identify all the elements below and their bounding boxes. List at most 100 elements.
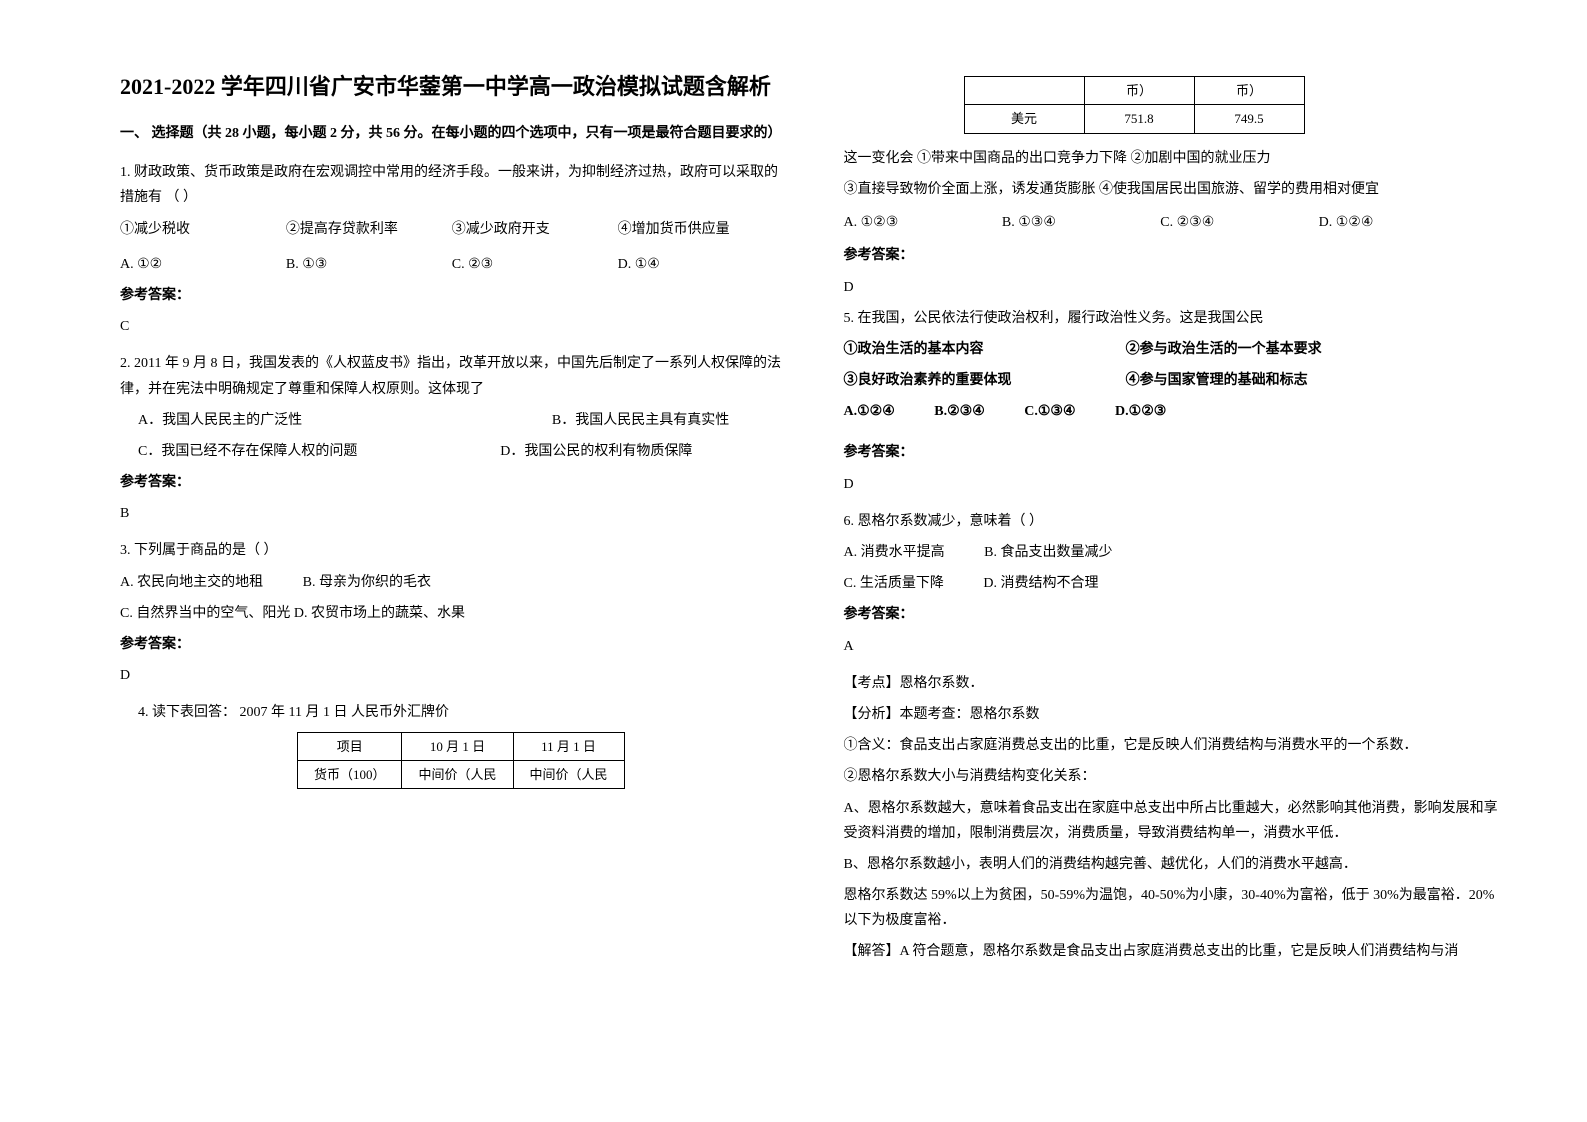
left-column: 2021-2022 学年四川省广安市华蓥第一中学高一政治模拟试题含解析 一、 选… [100,70,814,1082]
q5-stem: 5. 在我国，公民依法行使政治权利，履行政治性义务。这是我国公民 [844,306,1508,331]
q6-stem: 6. 恩格尔系数减少，意味着（ ） [844,509,1508,534]
td-bi1: 币） [1084,77,1194,105]
q3-stem: 3. 下列属于商品的是（ ） [120,538,784,563]
q2-opt-a: A．我国人民民主的广泛性 [138,408,512,433]
document-title: 2021-2022 学年四川省广安市华蓥第一中学高一政治模拟试题含解析 [120,70,784,103]
q4-opt-d: D. ①②④ [1319,210,1477,235]
question-3: 3. 下列属于商品的是（ ） A. 农民向地主交的地租 B. 母亲为你织的毛衣 … [120,538,784,688]
q1-item-3: ③减少政府开支 [452,217,618,242]
q6-opt-d: D. 消费结构不合理 [983,576,1098,591]
q2-row1: A．我国人民民主的广泛性 B．我国人民民主具有真实性 [138,408,784,433]
q5-item-1: ①政治生活的基本内容 [844,337,1123,362]
q5-items-row2: ③良好政治素养的重要体现 ④参与国家管理的基础和标志 [844,368,1508,393]
q5-options: A.①②④ B.②③④ C.①③④ D.①②③ [844,399,1508,424]
q5-answer: D [844,472,1508,497]
q1-opt-d: D. ①④ [618,252,784,277]
table-header-row: 项目 10 月 1 日 11 月 1 日 [297,732,624,760]
q4-table-left: 项目 10 月 1 日 11 月 1 日 货币（100） 中间价（人民 中间价（… [297,732,625,790]
q4-opt-c: C. ②③④ [1160,210,1318,235]
question-1: 1. 财政政策、货币政策是政府在宏观调控中常用的经济手段。一般来讲，为抑制经济过… [120,160,784,339]
q1-opt-b: B. ①③ [286,252,452,277]
td-val1: 751.8 [1084,105,1194,133]
td-currency: 货币（100） [297,760,402,788]
q1-opt-a: A. ①② [120,252,286,277]
q5-opt-c: C.①③④ [1024,404,1075,419]
q3-row2: C. 自然界当中的空气、阳光 D. 农贸市场上的蔬菜、水果 [120,601,784,626]
q3-opt-c: C. 自然界当中的空气、阳光 [120,606,290,621]
th-project: 项目 [297,732,402,760]
q4-after2: ③直接导致物价全面上涨，诱发通货膨胀 ④使我国居民出国旅游、留学的费用相对便宜 [844,177,1508,202]
q6-ana-5: B、恩格尔系数越小，表明人们的消费结构越完善、越优化，人们的消费水平越高． [844,852,1508,877]
q4-table-right: 币） 币） 美元 751.8 749.5 [964,76,1305,134]
q4-answer: D [844,275,1508,300]
q5-opt-b: B.②③④ [934,404,985,419]
q6-row2: C. 生活质量下降 D. 消费结构不合理 [844,571,1508,596]
td-mid-oct: 中间价（人民 [402,760,513,788]
q5-item-2: ②参与政治生活的一个基本要求 [1126,342,1322,357]
q6-ana-2: ①含义：食品支出占家庭消费总支出的比重，它是反映人们消费结构与消费水平的一个系数… [844,733,1508,758]
q2-answer-label: 参考答案： [120,470,784,495]
question-2: 2. 2011 年 9 月 8 日，我国发表的《人权蓝皮书》指出，改革开放以来，… [120,351,784,526]
q3-opt-a: A. 农民向地主交的地租 [120,575,263,590]
q2-options-wrap: A．我国人民民主的广泛性 B．我国人民民主具有真实性 C．我国已经不存在保障人权… [120,408,784,464]
table-row: 货币（100） 中间价（人民 中间价（人民 [297,760,624,788]
q4-after1: 这一变化会 ①带来中国商品的出口竞争力下降 ②加剧中国的就业压力 [844,146,1508,171]
q6-ana-1: 【分析】本题考查：恩格尔系数 [844,702,1508,727]
q2-row2: C．我国已经不存在保障人权的问题 D．我国公民的权利有物质保障 [138,439,784,464]
td-blank [964,77,1084,105]
q5-answer-label: 参考答案： [844,440,1508,465]
q6-ana-7: 【解答】A 符合题意，恩格尔系数是食品支出占家庭消费总支出的比重，它是反映人们消… [844,939,1508,964]
q4-opt-a: A. ①②③ [844,210,1002,235]
th-oct: 10 月 1 日 [402,732,513,760]
q2-answer: B [120,501,784,526]
q3-opt-d: D. 农贸市场上的蔬菜、水果 [294,606,465,621]
td-bi2: 币） [1194,77,1304,105]
q2-stem: 2. 2011 年 9 月 8 日，我国发表的《人权蓝皮书》指出，改革开放以来，… [120,351,784,401]
q1-item-1: ①减少税收 [120,217,286,242]
q4-opt-b: B. ①③④ [1002,210,1160,235]
q1-answer-label: 参考答案： [120,283,784,308]
th-nov: 11 月 1 日 [513,732,624,760]
question-4-top: 4. 读下表回答： 2007 年 11 月 1 日 人民币外汇牌价 项目 10 … [120,700,784,789]
q1-item-4: ④增加货币供应量 [618,217,784,242]
q6-ana-6: 恩格尔系数达 59%以上为贫困，50‐59%为温饱，40‐50%为小康，30‐4… [844,883,1508,933]
q5-item-4: ④参与国家管理的基础和标志 [1126,373,1308,388]
table-row: 币） 币） [964,77,1304,105]
q4-stem: 4. 读下表回答： 2007 年 11 月 1 日 人民币外汇牌价 [138,700,784,725]
q6-answer-label: 参考答案： [844,602,1508,627]
q2-opt-d: D．我国公民的权利有物质保障 [500,444,692,459]
q6-row1: A. 消费水平提高 B. 食品支出数量减少 [844,540,1508,565]
q1-answer: C [120,314,784,339]
q5-items-row1: ①政治生活的基本内容 ②参与政治生活的一个基本要求 [844,337,1508,362]
right-column: 币） 币） 美元 751.8 749.5 这一变化会 ①带来中国商品的出口竞争力… [814,70,1528,1082]
q4-options: A. ①②③ B. ①③④ C. ②③④ D. ①②④ [844,210,1508,235]
q3-opt-b: B. 母亲为你织的毛衣 [303,575,431,590]
q6-ana-3: ②恩格尔系数大小与消费结构变化关系： [844,764,1508,789]
q1-stem: 1. 财政政策、货币政策是政府在宏观调控中常用的经济手段。一般来讲，为抑制经济过… [120,160,784,210]
q6-answer: A [844,634,1508,659]
q1-item-2: ②提高存贷款利率 [286,217,452,242]
td-mid-nov: 中间价（人民 [513,760,624,788]
q3-answer: D [120,663,784,688]
td-usd: 美元 [964,105,1084,133]
q6-opt-b: B. 食品支出数量减少 [984,545,1112,560]
q5-opt-d: D.①②③ [1115,404,1166,419]
q3-row1: A. 农民向地主交的地租 B. 母亲为你织的毛衣 [120,570,784,595]
section-header: 一、 选择题（共 28 小题，每小题 2 分，共 56 分。在每小题的四个选项中… [120,121,784,146]
q2-opt-b: B．我国人民民主具有真实性 [552,413,729,428]
q6-opt-a: A. 消费水平提高 [844,545,945,560]
q1-options: A. ①② B. ①③ C. ②③ D. ①④ [120,252,784,277]
q5-item-3: ③良好政治素养的重要体现 [844,368,1123,393]
table-row: 美元 751.8 749.5 [964,105,1304,133]
q6-opt-c: C. 生活质量下降 [844,576,944,591]
question-5: 5. 在我国，公民依法行使政治权利，履行政治性义务。这是我国公民 ①政治生活的基… [844,306,1508,497]
q3-answer-label: 参考答案： [120,632,784,657]
q2-opt-c: C．我国已经不存在保障人权的问题 [138,439,461,464]
q5-opt-a: A.①②④ [844,404,895,419]
q6-ana-4: A、恩格尔系数越大，意味着食品支出在家庭中总支出中所占比重越大，必然影响其他消费… [844,796,1508,846]
q6-ana-0: 【考点】恩格尔系数． [844,671,1508,696]
q4-answer-label: 参考答案： [844,243,1508,268]
q1-opt-c: C. ②③ [452,252,618,277]
question-6: 6. 恩格尔系数减少，意味着（ ） A. 消费水平提高 B. 食品支出数量减少 … [844,509,1508,965]
td-val2: 749.5 [1194,105,1304,133]
